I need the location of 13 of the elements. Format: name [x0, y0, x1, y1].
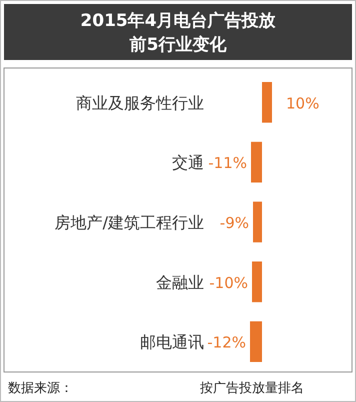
text: 按广告投放量排名 — [200, 381, 304, 396]
data-label: -9% — [220, 214, 249, 232]
data-label: -12% — [207, 334, 246, 352]
source-note: 数据来源： — [8, 381, 73, 396]
y-tick-label: 金融业 — [156, 272, 204, 292]
data-label: -11% — [208, 154, 247, 172]
y-tick-label: 邮电通讯 — [140, 332, 204, 352]
chart-title: 2015年4月电台广告投放前5行业变化 — [80, 11, 277, 55]
data-label: -10% — [209, 274, 248, 292]
y-tick-label: 商业及服务性行业 — [76, 93, 204, 112]
y-tick-label: 房地产/建筑工程行业 — [54, 213, 204, 232]
y-tick-label: 交通 — [172, 153, 204, 172]
data-label: 10% — [286, 94, 320, 112]
